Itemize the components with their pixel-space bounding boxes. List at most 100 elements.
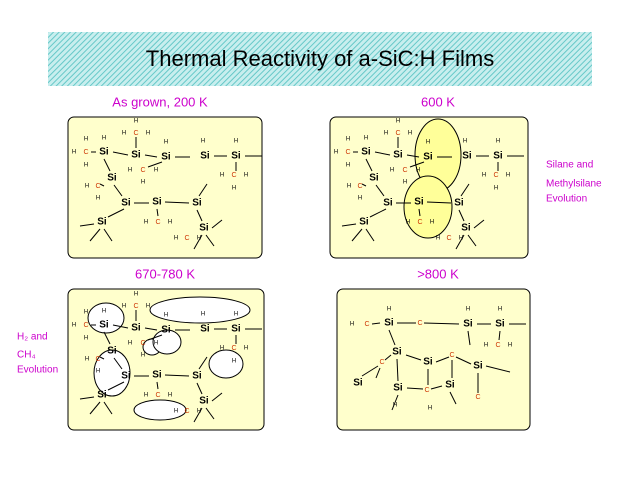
atom: H	[85, 357, 89, 363]
atom: H	[506, 173, 510, 179]
title-banner	[48, 32, 592, 86]
atom: H	[364, 136, 368, 142]
atom: C	[83, 322, 88, 329]
atom: Si	[493, 151, 503, 162]
atom: H	[234, 139, 238, 145]
atom: H	[128, 168, 132, 174]
atom: Si	[99, 320, 109, 331]
atom: C	[95, 356, 100, 363]
bond	[388, 329, 396, 346]
atom: H	[396, 119, 400, 125]
bond	[103, 158, 111, 172]
bond	[467, 330, 471, 346]
atom: H	[102, 136, 106, 142]
bond	[196, 209, 203, 222]
evolution-highlight	[403, 175, 453, 239]
annotation: H₂ and	[17, 332, 48, 343]
atom: Si	[121, 198, 131, 209]
atom: Si	[107, 173, 117, 184]
bond	[351, 228, 363, 242]
bond	[455, 356, 472, 365]
atom: Si	[199, 223, 209, 234]
atom: C	[402, 167, 407, 174]
bond	[196, 382, 203, 395]
atom: H	[141, 353, 145, 359]
atom: H	[358, 196, 362, 202]
atom: H	[393, 403, 397, 409]
bond	[375, 367, 381, 379]
bond	[144, 327, 158, 331]
atom: H	[436, 236, 440, 242]
atom: H	[164, 140, 168, 146]
atom: H	[201, 139, 205, 145]
atom: H	[346, 163, 350, 169]
atom: H	[428, 406, 432, 412]
atom: C	[140, 167, 145, 174]
atom: H	[72, 150, 76, 156]
atom: H	[72, 323, 76, 329]
bond	[371, 322, 381, 325]
atom: C	[133, 303, 138, 310]
atom: Si	[423, 357, 433, 368]
evolution-highlight	[93, 349, 131, 397]
bond	[103, 228, 113, 242]
atom: H	[390, 168, 394, 174]
atom: H	[84, 310, 88, 316]
atom: Si	[231, 151, 241, 162]
atom: Si	[231, 324, 241, 335]
atom: C	[184, 408, 189, 415]
bond	[365, 228, 375, 242]
bond	[435, 356, 450, 363]
atom: H	[85, 184, 89, 190]
bond	[164, 374, 190, 377]
atom: Si	[495, 319, 505, 330]
atom: Si	[384, 318, 394, 329]
atom: Si	[393, 150, 403, 161]
atom: Si	[454, 198, 464, 209]
bond	[112, 324, 129, 329]
atom: C	[133, 130, 138, 137]
bond	[99, 356, 105, 360]
bond	[79, 223, 95, 227]
bond	[79, 396, 95, 400]
atom: H	[174, 236, 178, 242]
bond	[211, 219, 223, 229]
bond	[375, 184, 385, 197]
atom: H	[498, 307, 502, 313]
annotation: Evolution	[17, 365, 58, 376]
bond	[406, 154, 420, 158]
atom: C	[83, 149, 88, 156]
atom: C	[395, 130, 400, 137]
atom: C	[231, 345, 236, 352]
atom: Si	[131, 150, 141, 161]
bond	[89, 228, 101, 242]
bond	[405, 354, 422, 361]
atom: C	[155, 392, 160, 399]
atom: H	[347, 184, 351, 190]
bond	[211, 392, 223, 402]
atom: H	[459, 236, 463, 242]
evolution-highlight	[149, 296, 251, 324]
bond	[156, 381, 159, 390]
bond	[198, 356, 208, 370]
atom: C	[140, 340, 145, 347]
atom: Si	[462, 151, 472, 162]
atom: Si	[383, 198, 393, 209]
atom: H	[174, 409, 178, 415]
atom: C	[495, 342, 500, 349]
atom: Si	[414, 197, 424, 208]
bond	[384, 354, 392, 361]
atom: H	[484, 343, 488, 349]
bond	[426, 201, 452, 204]
bond	[467, 234, 477, 247]
annotation: Silane and	[546, 160, 593, 171]
atom: H	[168, 393, 172, 399]
atom: Si	[353, 378, 363, 389]
bond	[341, 223, 357, 227]
atom: H	[84, 336, 88, 342]
atom: H	[466, 307, 470, 313]
bond	[113, 357, 123, 370]
atom: H	[102, 309, 106, 315]
bond	[107, 381, 125, 391]
